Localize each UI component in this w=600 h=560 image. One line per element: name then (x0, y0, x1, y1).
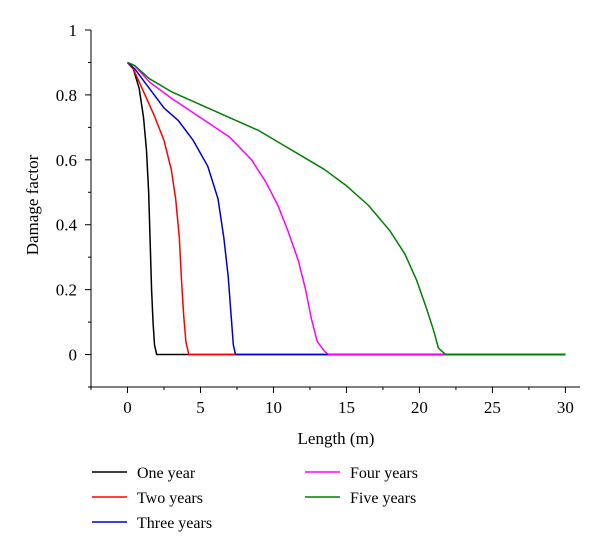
x-tick-label: 5 (196, 398, 205, 417)
y-tick-label: 0.6 (56, 151, 77, 170)
legend-label-two-years: Two years (137, 490, 203, 507)
legend-label-one-year: One year (137, 465, 196, 482)
x-tick-label: 25 (484, 398, 501, 417)
x-tick-label: 15 (338, 398, 355, 417)
series-group (126, 61, 566, 356)
x-axis-title: Length (m) (298, 429, 375, 448)
series-line-two-years (126, 61, 566, 356)
y-tick-label: 1 (69, 21, 78, 40)
axes: 0 5 10 15 20 25 30 0 0.2 0.4 0.6 0.8 1 (56, 21, 580, 417)
y-axis-title: Damage factor (23, 154, 42, 255)
y-tick-label: 0.4 (56, 216, 78, 235)
y-tick-label: 0.2 (56, 281, 77, 300)
legend-label-four-years: Four years (350, 465, 418, 482)
series-line-one-year (126, 61, 566, 356)
x-tick-label: 10 (265, 398, 282, 417)
legend-label-five-years: Five years (350, 490, 416, 507)
x-tick-label: 30 (557, 398, 574, 417)
series-line-five-years (127, 61, 566, 356)
x-tick-label: 20 (411, 398, 428, 417)
y-tick-label: 0 (69, 346, 78, 365)
y-tick-label: 0.8 (56, 86, 77, 105)
series-line-three-years (126, 61, 566, 356)
legend-label-three-years: Three years (137, 515, 212, 532)
legend: One year Two years Three years Four years Fi… (92, 465, 418, 532)
x-tick-label: 0 (123, 398, 132, 417)
series-line-four-years (127, 61, 566, 356)
